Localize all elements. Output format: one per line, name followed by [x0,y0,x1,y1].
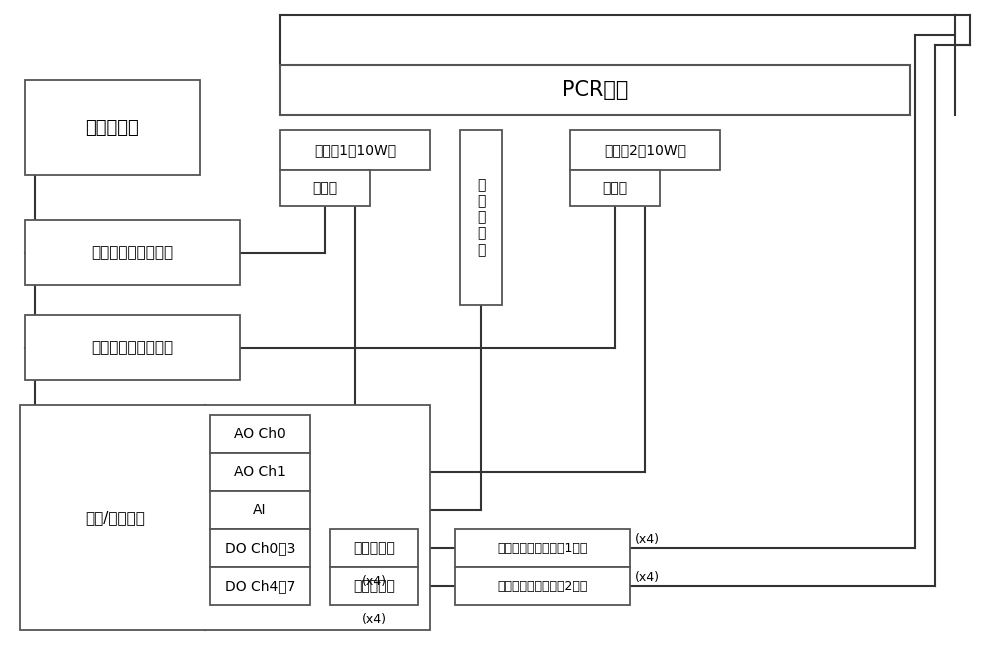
Text: (x4): (x4) [635,572,660,585]
Bar [210,415,310,453]
Bar [330,529,418,567]
Text: 热电偶用放大器电路: 热电偶用放大器电路 [91,340,174,355]
Text: (x4): (x4) [362,613,386,626]
Text: 热电偶: 热电偶 [312,181,338,195]
Text: 荧
光
检
测
器: 荧 光 检 测 器 [477,178,485,257]
Text: AO Ch0: AO Ch0 [234,427,286,441]
Bar [210,567,310,605]
Text: 振荡器电路: 振荡器电路 [353,541,395,555]
Bar [570,170,660,206]
Text: 热电偶: 热电偶 [602,181,628,195]
Text: 微型鼓风机（加热器1侧）: 微型鼓风机（加热器1侧） [497,541,588,554]
Bar [460,130,502,305]
Bar [25,315,240,380]
Text: 微型鼓风机（加热器2侧）: 微型鼓风机（加热器2侧） [497,580,588,593]
Bar [210,491,310,529]
Text: DO Ch4～7: DO Ch4～7 [225,579,295,593]
Text: 热电偶用放大器电路: 热电偶用放大器电路 [91,245,174,260]
Bar [25,220,240,285]
Bar [455,529,630,567]
Bar [280,130,430,170]
Bar [280,170,370,206]
Bar [280,65,910,115]
Bar [570,130,720,170]
Text: 振荡器电路: 振荡器电路 [353,579,395,593]
Text: AI: AI [253,503,267,517]
Bar [330,567,418,605]
Bar [455,567,630,605]
Text: (x4): (x4) [635,533,660,546]
Text: 加热器1（10W）: 加热器1（10W） [314,143,396,157]
Text: 控制计算机: 控制计算机 [86,119,139,136]
Bar [210,453,310,491]
Text: PCR芯片: PCR芯片 [562,80,628,100]
Text: AO Ch1: AO Ch1 [234,465,286,479]
Bar [20,405,430,630]
Text: 加热器2（10W）: 加热器2（10W） [604,143,686,157]
Bar [25,80,200,175]
Text: 输入/输出电路: 输入/输出电路 [85,510,145,525]
Text: (x4): (x4) [362,575,386,588]
Bar [210,529,310,567]
Text: DO Ch0～3: DO Ch0～3 [225,541,295,555]
